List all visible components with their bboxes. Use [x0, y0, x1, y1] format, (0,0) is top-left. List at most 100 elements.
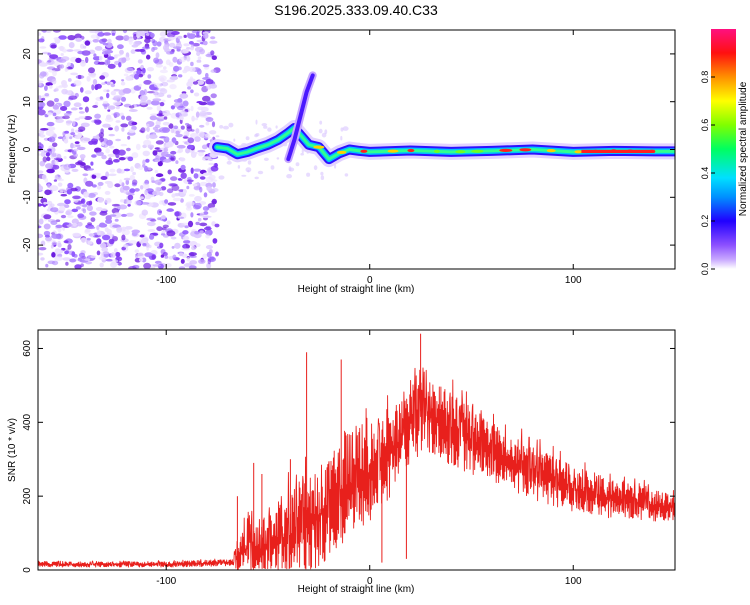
noise-blob	[206, 186, 212, 192]
faint-noise-blob	[300, 152, 305, 156]
noise-blob	[140, 202, 150, 205]
noise-blob	[109, 168, 116, 173]
noise-blob	[154, 94, 160, 98]
noise-blob	[159, 31, 167, 37]
noise-blob	[205, 121, 210, 126]
noise-blob	[95, 83, 102, 89]
noise-blob	[180, 164, 186, 170]
signal-peak-blob	[574, 150, 583, 154]
noise-blob	[206, 100, 215, 105]
noise-blob	[212, 238, 218, 244]
noise-blob	[169, 42, 176, 48]
noise-blob	[81, 50, 91, 56]
noise-blob	[87, 193, 96, 198]
faint-noise-blob	[263, 125, 268, 129]
faint-noise-blob	[320, 171, 324, 176]
noise-blob	[38, 170, 44, 174]
noise-blob	[146, 91, 156, 94]
noise-blob	[174, 242, 181, 249]
noise-blob	[59, 205, 66, 212]
noise-blob	[47, 183, 51, 188]
noise-blob	[168, 183, 178, 187]
noise-blob	[122, 88, 132, 94]
noise-blob	[209, 256, 215, 261]
noise-blob	[66, 49, 73, 52]
noise-blob	[169, 84, 177, 90]
noise-blob	[59, 45, 64, 52]
noise-blob	[215, 251, 219, 257]
noise-blob	[93, 172, 102, 176]
noise-blob	[88, 67, 95, 74]
noise-blob	[71, 208, 79, 213]
noise-blob	[204, 226, 212, 231]
noise-blob	[59, 64, 65, 69]
noise-blob	[127, 156, 134, 162]
noise-blob	[177, 215, 181, 219]
noise-blob	[90, 217, 96, 223]
noise-blob	[149, 234, 155, 240]
y-tick-label: 200	[22, 487, 33, 504]
noise-blob	[69, 136, 73, 140]
noise-blob	[64, 130, 69, 134]
noise-blob	[183, 65, 191, 72]
noise-blob	[144, 38, 151, 44]
noise-blob	[87, 226, 96, 230]
noise-blob	[38, 185, 44, 192]
faint-noise-blob	[228, 122, 234, 128]
noise-blob	[42, 156, 47, 163]
noise-blob	[106, 92, 110, 99]
noise-blob	[158, 200, 164, 205]
faint-noise-blob	[261, 123, 268, 127]
noise-blob	[113, 248, 118, 253]
noise-blob	[107, 109, 111, 112]
noise-blob	[104, 190, 111, 195]
noise-blob	[51, 241, 58, 246]
noise-blob	[68, 95, 78, 100]
noise-blob	[171, 193, 176, 198]
noise-blob	[39, 102, 46, 107]
noise-blob	[161, 81, 169, 87]
noise-blob	[197, 80, 205, 85]
noise-blob	[157, 209, 162, 216]
noise-blob	[159, 88, 168, 95]
noise-blob	[180, 125, 185, 130]
noise-blob	[96, 238, 102, 245]
noise-blob	[89, 30, 98, 34]
noise-blob	[50, 220, 58, 225]
noise-blob	[176, 144, 186, 149]
y-tick-label: 400	[22, 414, 33, 431]
faint-noise-blob	[306, 172, 311, 177]
noise-blob	[170, 105, 175, 110]
noise-blob	[106, 89, 110, 93]
noise-blob	[120, 199, 125, 203]
noise-blob	[38, 38, 45, 43]
noise-blob	[63, 156, 67, 159]
noise-blob	[134, 188, 140, 192]
faint-noise-blob	[254, 134, 258, 138]
noise-blob	[150, 32, 155, 38]
noise-blob	[170, 176, 178, 181]
faint-noise-blob	[286, 174, 292, 179]
noise-blob	[198, 131, 205, 138]
noise-blob	[67, 62, 71, 66]
noise-blob	[193, 151, 198, 155]
noise-blob	[64, 67, 68, 72]
noise-blob	[113, 88, 121, 92]
noise-blob	[116, 226, 123, 233]
noise-blob	[144, 252, 154, 258]
noise-blob	[55, 118, 64, 123]
noise-blob	[128, 129, 136, 134]
noise-blob	[202, 136, 212, 139]
noise-blob	[82, 137, 91, 142]
noise-blob	[115, 106, 120, 110]
noise-blob	[107, 56, 115, 61]
noise-blob	[62, 257, 71, 261]
noise-blob	[38, 225, 42, 229]
noise-blob	[111, 203, 120, 207]
noise-blob	[131, 229, 141, 234]
noise-blob	[125, 115, 132, 121]
noise-blob	[43, 201, 47, 205]
noise-blob	[38, 233, 44, 239]
faint-noise-blob	[318, 128, 323, 134]
